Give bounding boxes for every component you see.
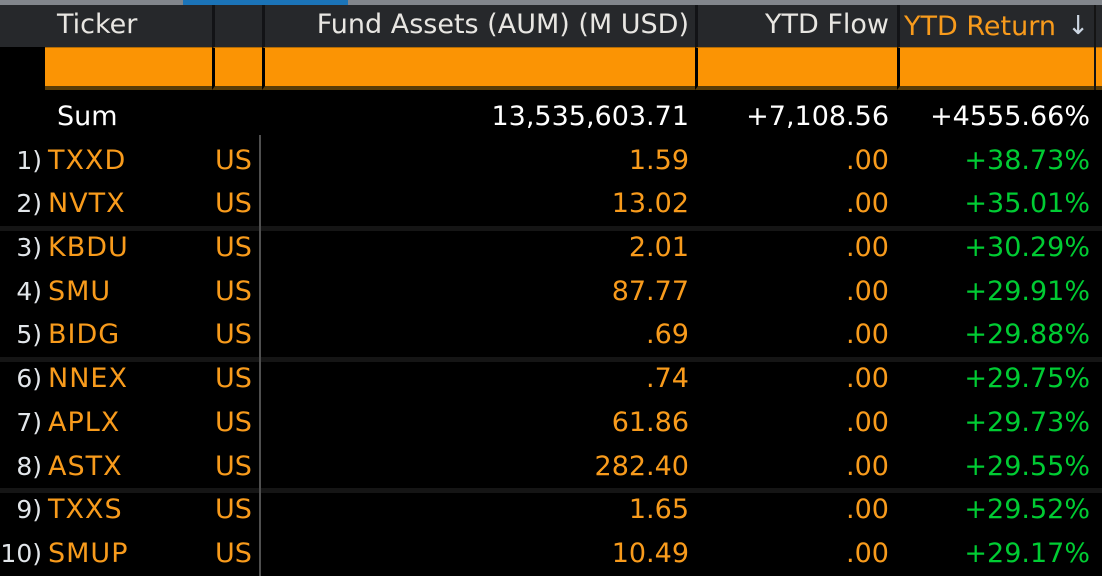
- ytd-return-cell: +30.29%: [964, 232, 1090, 264]
- column-header-ticker[interactable]: Ticker: [57, 9, 138, 40]
- ytd-return-cell: +29.91%: [964, 275, 1090, 307]
- exchange-cell: US: [215, 363, 252, 395]
- sum-return-value: +4555.66%: [930, 101, 1090, 132]
- ytd-return-cell: +29.52%: [964, 494, 1090, 526]
- ytd-flow-cell: .00: [846, 406, 889, 438]
- row-number: 7): [16, 407, 42, 437]
- horizontal-scrollbar[interactable]: [0, 0, 1102, 5]
- row-number: 3): [16, 233, 42, 263]
- filter-input-aum[interactable]: [262, 47, 695, 90]
- ticker-cell[interactable]: NNEX: [48, 363, 128, 395]
- sum-label: Sum: [57, 101, 118, 132]
- ytd-return-cell: +29.17%: [964, 537, 1090, 569]
- row-number: 5): [16, 320, 42, 350]
- aum-cell: 1.59: [628, 144, 689, 176]
- row-number: 10): [0, 538, 42, 568]
- header-right-edge-divider: [1094, 5, 1096, 90]
- row-number: 4): [16, 276, 42, 306]
- sum-flow-value: +7,108.56: [746, 101, 889, 132]
- ticker-cell[interactable]: NVTX: [48, 188, 126, 220]
- column-header-aum[interactable]: Fund Assets (AUM) (M USD): [262, 5, 695, 47]
- ticker-cell[interactable]: KBDU: [48, 232, 129, 264]
- filter-input-ytd-flow[interactable]: [695, 47, 897, 90]
- aum-cell: 87.77: [611, 275, 689, 307]
- table-row[interactable]: 5) BIDG US .69 .00 +29.88%: [0, 313, 1102, 357]
- filter-input-ytd-return[interactable]: [897, 47, 1102, 90]
- sum-gutter: [0, 95, 45, 139]
- ytd-flow-cell: .00: [846, 232, 889, 264]
- exchange-cell: US: [215, 144, 252, 176]
- ytd-return-label: YTD Return: [904, 10, 1056, 42]
- column-header-row: Ticker Fund Assets (AUM) (M USD) YTD Flo…: [0, 5, 1102, 47]
- ytd-flow-cell: .00: [846, 188, 889, 220]
- ticker-cell[interactable]: TXXS: [48, 494, 123, 526]
- table-row[interactable]: 9) TXXS US 1.65 .00 +29.52%: [0, 488, 1102, 532]
- exchange-cell: US: [215, 319, 252, 351]
- table-row[interactable]: 6) NNEX US .74 .00 +29.75%: [0, 357, 1102, 401]
- exchange-cell: US: [215, 494, 252, 526]
- ytd-return-cell: +29.75%: [964, 363, 1090, 395]
- ytd-flow-cell: .00: [846, 537, 889, 569]
- column-header-exchange[interactable]: [212, 5, 262, 47]
- column-divider-line: [259, 135, 261, 576]
- row-number: 6): [16, 364, 42, 394]
- aum-cell: 10.49: [611, 537, 689, 569]
- table-body: Sum 13,535,603.71 +7,108.56 +4555.66% 1)…: [0, 95, 1102, 576]
- ytd-return-cell: +29.73%: [964, 406, 1090, 438]
- aum-cell: .74: [646, 363, 689, 395]
- aum-cell: .69: [646, 319, 689, 351]
- aum-cell: 2.01: [628, 232, 689, 264]
- ytd-return-cell: +29.88%: [964, 319, 1090, 351]
- row-number: 1): [16, 145, 42, 175]
- ticker-cell[interactable]: TXXD: [48, 144, 127, 176]
- row-number: 8): [16, 451, 42, 481]
- column-header-ytd-flow[interactable]: YTD Flow: [695, 5, 897, 47]
- sum-aum-value: 13,535,603.71: [491, 101, 689, 132]
- table-row[interactable]: 8) ASTX US 282.40 .00 +29.55%: [0, 445, 1102, 489]
- aum-cell: 282.40: [594, 450, 689, 482]
- ytd-flow-cell: .00: [846, 275, 889, 307]
- aum-cell: 1.65: [628, 494, 689, 526]
- table-row[interactable]: 1) TXXD US 1.59 .00 +38.73%: [0, 139, 1102, 183]
- ytd-return-cell: +38.73%: [964, 144, 1090, 176]
- aum-cell: 61.86: [611, 406, 689, 438]
- column-header-ytd-return[interactable]: YTD Return ↓: [897, 5, 1102, 47]
- row-number: 2): [16, 189, 42, 219]
- filter-input-exchange[interactable]: [212, 47, 262, 90]
- ticker-cell[interactable]: APLX: [48, 406, 121, 438]
- filter-input-ticker[interactable]: [45, 47, 212, 90]
- aum-cell: 13.02: [611, 188, 689, 220]
- ticker-cell[interactable]: SMUP: [48, 537, 129, 569]
- table-row[interactable]: 3) KBDU US 2.01 .00 +30.29%: [0, 226, 1102, 270]
- ticker-cell[interactable]: ASTX: [48, 450, 123, 482]
- sum-row: Sum 13,535,603.71 +7,108.56 +4555.66%: [0, 95, 1102, 139]
- exchange-cell: US: [215, 188, 252, 220]
- exchange-cell: US: [215, 232, 252, 264]
- exchange-cell: US: [215, 275, 252, 307]
- exchange-cell: US: [215, 450, 252, 482]
- table-row[interactable]: 10) SMUP US 10.49 .00 +29.17%: [0, 532, 1102, 576]
- ticker-cell[interactable]: SMU: [48, 275, 112, 307]
- scrollbar-thumb[interactable]: [183, 0, 348, 5]
- table-row[interactable]: 7) APLX US 61.86 .00 +29.73%: [0, 401, 1102, 445]
- row-number: 9): [16, 495, 42, 525]
- exchange-cell: US: [215, 406, 252, 438]
- table-row[interactable]: 4) SMU US 87.77 .00 +29.91%: [0, 270, 1102, 314]
- ytd-flow-cell: .00: [846, 319, 889, 351]
- table-row[interactable]: 2) NVTX US 13.02 .00 +35.01%: [0, 182, 1102, 226]
- sort-descending-icon[interactable]: ↓: [1067, 11, 1089, 41]
- ytd-flow-cell: .00: [846, 450, 889, 482]
- ytd-return-cell: +29.55%: [964, 450, 1090, 482]
- ytd-flow-cell: .00: [846, 144, 889, 176]
- ytd-flow-cell: .00: [846, 363, 889, 395]
- ytd-flow-cell: .00: [846, 494, 889, 526]
- filter-row: [0, 47, 1102, 90]
- ticker-cell[interactable]: BIDG: [48, 319, 121, 351]
- ytd-return-cell: +35.01%: [964, 188, 1090, 220]
- exchange-cell: US: [215, 537, 252, 569]
